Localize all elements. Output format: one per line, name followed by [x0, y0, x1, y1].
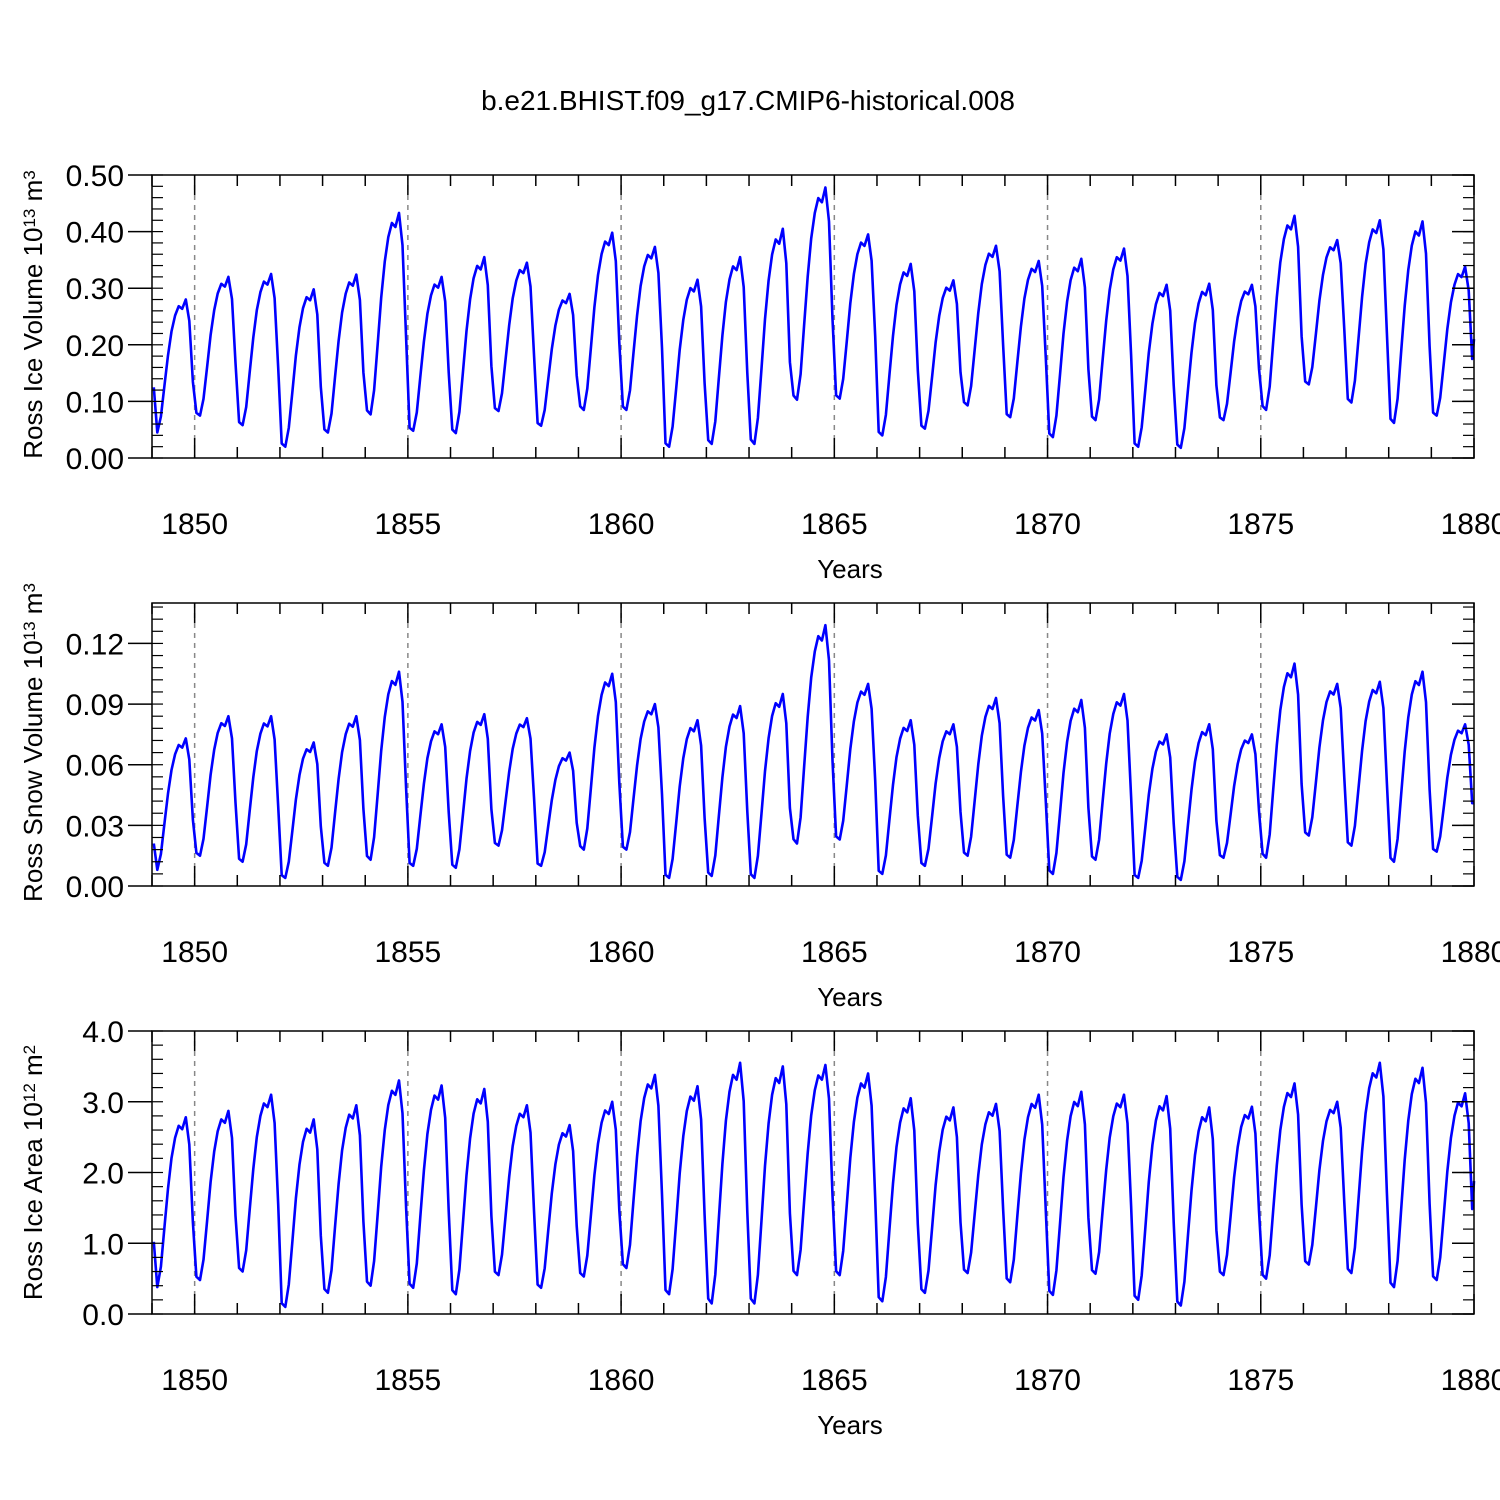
ice-volume-x-tick-label: 1870 [1014, 508, 1081, 541]
ice-volume-x-tick-label: 1860 [588, 508, 655, 541]
ice-volume-y-tick-label: 0.30 [66, 273, 124, 306]
ice-volume-x-tick-label: 1855 [374, 508, 441, 541]
ice-area-y-tick-label: 2.0 [82, 1158, 124, 1191]
ice-area-y-tick-label: 4.0 [82, 1016, 124, 1049]
ice-area-x-tick-label: 1855 [374, 1364, 441, 1397]
ice-area-y-tick-label: 1.0 [82, 1228, 124, 1261]
ice-volume-x-tick-label: 1850 [161, 508, 228, 541]
snow-volume-y-tick-label: 0.09 [66, 689, 124, 722]
ice-area-x-tick-label: 1860 [588, 1364, 655, 1397]
ice-volume-series-line [152, 186, 1476, 450]
ice-area-y-tick-label: 0.0 [82, 1299, 124, 1332]
ice-area-x-tick-label: 1865 [801, 1364, 868, 1397]
ice-volume-y-tick-label: 0.20 [66, 330, 124, 363]
ice-volume-x-tick-label: 1875 [1227, 508, 1294, 541]
ice-volume-y-tick-label: 0.00 [66, 443, 124, 476]
ice-volume-x-tick-label: 1865 [801, 508, 868, 541]
ice-volume-y-tick-label: 0.40 [66, 217, 124, 250]
ice-area-series-line [152, 1061, 1476, 1309]
ice-area-x-tick-label: 1850 [161, 1364, 228, 1397]
snow-volume-x-tick-label: 1875 [1227, 936, 1294, 969]
ice-volume-frame [151, 174, 1475, 459]
snow-volume-frame [151, 602, 1475, 887]
ice-area-x-tick-label: 1870 [1014, 1364, 1081, 1397]
ice-area-x-tick-label: 1875 [1227, 1364, 1294, 1397]
ice-area-x-tick-label: 1880 [1441, 1364, 1500, 1397]
ice-volume-y-axis-label: Ross Ice Volume 1013 m3 [18, 170, 48, 459]
ice-area-y-tick-label: 3.0 [82, 1087, 124, 1120]
snow-volume-y-axis-label: Ross Snow Volume 1013 m3 [18, 583, 48, 902]
snow-volume-y-tick-label: 0.12 [66, 628, 124, 661]
ice-area-y-axis-label: Ross Ice Area 1012 m2 [18, 1045, 48, 1300]
snow-volume-x-tick-label: 1860 [588, 936, 655, 969]
ice-area-panel: 0.0 1.0 2.0 3.0 4.0 1850 1855 1860 1865 1870 1875 1… [18, 1016, 1500, 1440]
snow-volume-panel: 0.00 0.03 0.06 0.09 0.12 1850 1855 1860 1865 1870… [18, 583, 1500, 1012]
ice-volume-x-tick-label: 1880 [1441, 508, 1500, 541]
snow-volume-x-tick-label: 1855 [374, 936, 441, 969]
snow-volume-y-tick-label: 0.00 [66, 871, 124, 904]
ice-volume-x-axis-label: Years [817, 554, 883, 584]
ice-volume-y-tick-label: 0.10 [66, 386, 124, 419]
ice-volume-panel: 0.00 0.10 0.20 0.30 0.40 0.50 1850 1855 1860 1865… [18, 160, 1500, 584]
snow-volume-y-tick-label: 0.03 [66, 810, 124, 843]
snow-volume-y-tick-label: 0.06 [66, 750, 124, 783]
ice-area-x-axis-label: Years [817, 1410, 883, 1440]
snow-volume-x-tick-label: 1880 [1441, 936, 1500, 969]
ice-volume-y-tick-label: 0.50 [66, 160, 124, 193]
snow-volume-x-axis-label: Years [817, 982, 883, 1012]
snow-volume-x-tick-label: 1850 [161, 936, 228, 969]
panels: 0.00 0.10 0.20 0.30 0.40 0.50 1850 1855 1860 1865… [18, 160, 1500, 1440]
snow-volume-x-tick-label: 1870 [1014, 936, 1081, 969]
snow-volume-series-line [152, 623, 1475, 882]
snow-volume-x-tick-label: 1865 [801, 936, 868, 969]
figure-title: b.e21.BHIST.f09_g17.CMIP6-historical.008 [481, 85, 1015, 116]
